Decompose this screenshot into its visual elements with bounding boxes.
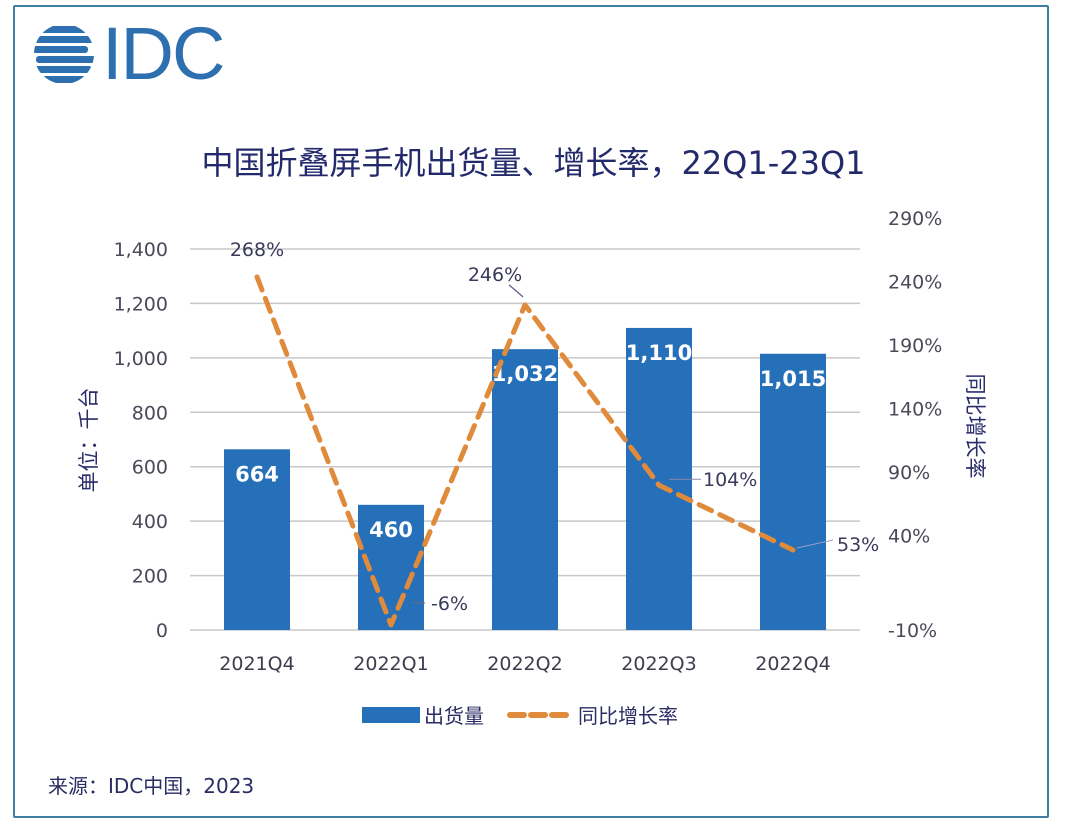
label-leader	[508, 284, 524, 298]
right-tick-label: -10%	[888, 620, 937, 642]
category-label: 2022Q2	[487, 653, 562, 675]
right-tick-label: 190%	[888, 335, 942, 357]
legend-line-label: 同比增长率	[578, 704, 678, 728]
bar	[492, 349, 558, 630]
right-axis-title: 同比增长率	[963, 374, 987, 479]
growth-value-label: -6%	[431, 593, 468, 615]
right-tick-label: 290%	[888, 208, 942, 230]
legend-bar-swatch	[362, 707, 420, 723]
category-label: 2022Q3	[621, 653, 696, 675]
right-tick-label: 90%	[888, 462, 930, 484]
bar-value-label: 460	[369, 518, 413, 542]
category-label: 2022Q4	[755, 653, 830, 675]
left-tick-label: 1,000	[114, 348, 168, 370]
bar	[760, 353, 826, 630]
growth-value-label: 104%	[703, 469, 757, 491]
growth-value-label: 268%	[230, 239, 284, 261]
left-axis-ticks: 0 200 400 600 800 1,000 1,200 1,400	[114, 239, 168, 642]
source-note: 来源：IDC中国，2023	[48, 774, 255, 798]
legend-bar-label: 出货量	[424, 704, 484, 728]
right-tick-label: 240%	[888, 272, 942, 294]
right-tick-label: 140%	[888, 399, 942, 421]
bar-value-label: 1,110	[626, 341, 692, 365]
bar	[224, 449, 290, 630]
left-tick-label: 0	[156, 620, 168, 642]
globe-logo-icon	[34, 26, 94, 83]
growth-value-label: 246%	[468, 264, 522, 286]
right-axis-ticks: -10% 40% 90% 140% 190% 240% 290%	[888, 208, 942, 642]
idc-logo: IDC	[32, 17, 225, 91]
left-axis-title: 单位：千台	[77, 388, 101, 493]
bar-value-label: 1,015	[760, 367, 826, 391]
category-labels: 2021Q4 2022Q1 2022Q2 2022Q3 2022Q4	[219, 653, 830, 675]
bar-value-label: 1,032	[492, 362, 558, 386]
bar-labels: 664 460 1,032 1,110 1,015	[235, 341, 826, 542]
bar-series	[224, 327, 826, 630]
left-tick-label: 400	[132, 511, 168, 533]
line-labels: 268% -6% 246% 104% 53%	[230, 239, 879, 615]
growth-value-label: 53%	[837, 534, 879, 556]
left-tick-label: 600	[132, 457, 168, 479]
category-label: 2021Q4	[219, 653, 294, 675]
left-tick-label: 200	[132, 566, 168, 588]
logo-text: IDC	[102, 12, 225, 95]
bar-value-label: 664	[235, 462, 279, 486]
category-label: 2022Q1	[353, 653, 428, 675]
right-tick-label: 40%	[888, 526, 930, 548]
legend: 出货量 同比增长率	[362, 704, 678, 728]
line-series	[254, 274, 796, 628]
chart-title: 中国折叠屏手机出货量、增长率，22Q1-23Q1	[201, 144, 866, 182]
left-tick-label: 1,200	[114, 293, 168, 315]
left-tick-label: 800	[132, 402, 168, 424]
left-tick-label: 1,400	[114, 239, 168, 261]
label-leader	[796, 539, 834, 549]
